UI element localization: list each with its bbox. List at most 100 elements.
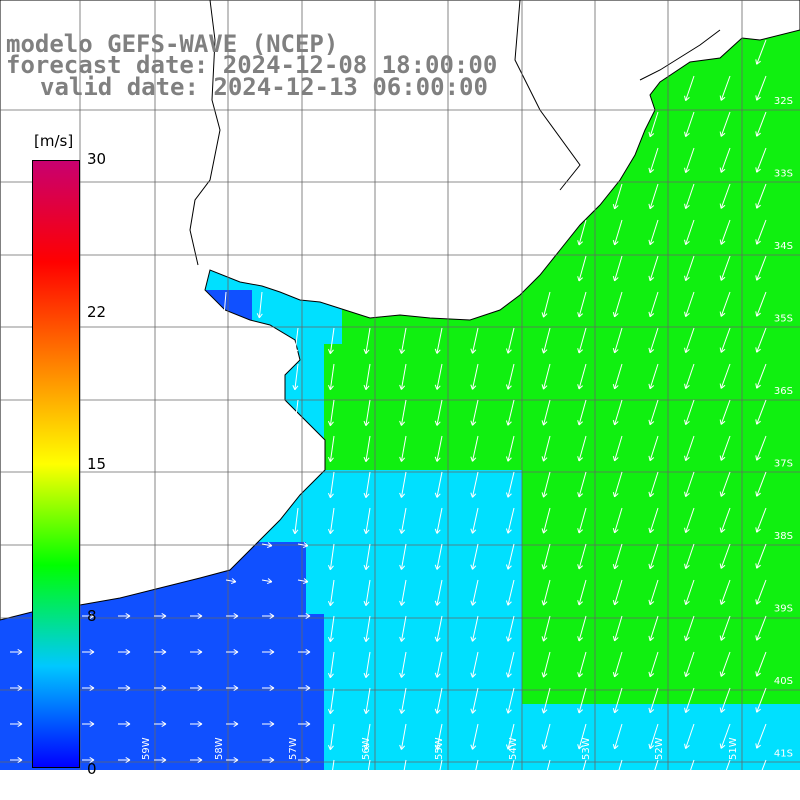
wind-cell	[378, 686, 397, 705]
wind-cell	[504, 686, 523, 705]
wind-cell	[306, 542, 325, 561]
wind-arrow	[505, 723, 515, 750]
wind-cell	[360, 506, 379, 525]
wind-cell	[738, 722, 757, 741]
wind-arrow	[10, 648, 23, 656]
wind-cell	[342, 578, 361, 597]
wind-cell	[450, 434, 469, 453]
wind-cell	[576, 560, 595, 579]
wind-cell	[342, 740, 361, 759]
wind-cell	[756, 272, 775, 291]
wind-arrow	[399, 579, 407, 606]
wind-cell	[648, 740, 667, 759]
wind-cell	[216, 740, 235, 759]
wind-cell	[702, 200, 721, 219]
wind-cell	[360, 416, 379, 435]
wind-cell	[216, 614, 235, 633]
wind-cell	[360, 632, 379, 651]
wind-cell	[450, 722, 469, 741]
wind-arrow	[82, 684, 95, 692]
wind-cell	[558, 686, 577, 705]
wind-cell	[756, 722, 775, 741]
wind-cell	[522, 308, 541, 327]
wind-cell	[450, 470, 469, 489]
wind-cell	[360, 542, 379, 561]
wind-cell	[540, 686, 559, 705]
wind-cell	[756, 182, 775, 201]
wind-cell	[558, 272, 577, 291]
wind-cell	[342, 434, 361, 453]
wind-cell	[666, 362, 685, 381]
wind-cell	[702, 146, 721, 165]
wind-arrow	[363, 651, 371, 678]
wind-cell	[522, 560, 541, 579]
wind-cell	[702, 668, 721, 687]
wind-cell	[774, 686, 793, 705]
wind-cell	[468, 560, 487, 579]
wind-arrow	[684, 615, 695, 641]
wind-cell	[720, 344, 739, 363]
wind-cell	[630, 560, 649, 579]
wind-arrow	[327, 471, 335, 499]
wind-cell	[414, 740, 433, 759]
wind-cell	[594, 542, 613, 561]
wind-cell	[504, 632, 523, 651]
wind-arrow	[755, 435, 767, 461]
wind-cell	[594, 596, 613, 615]
wind-cell	[126, 686, 145, 705]
wind-cell	[756, 686, 775, 705]
wind-cell	[306, 308, 325, 327]
wind-cell	[684, 650, 703, 669]
wind-cell	[234, 740, 253, 759]
wind-cell	[774, 362, 793, 381]
wind-cell	[342, 614, 361, 633]
wind-cell	[774, 578, 793, 597]
wind-cell	[684, 128, 703, 147]
wind-cell	[504, 452, 523, 471]
wind-cell	[738, 272, 757, 291]
wind-arrow	[684, 255, 695, 281]
wind-cell	[702, 326, 721, 345]
wind-cell	[702, 632, 721, 651]
wind-cell	[396, 686, 415, 705]
wind-arrow	[684, 651, 695, 677]
wind-cell	[432, 434, 451, 453]
wind-cell	[612, 434, 631, 453]
wind-cell	[666, 704, 685, 723]
wind-cell	[630, 722, 649, 741]
wind-cell	[234, 668, 253, 687]
wind-arrow	[261, 542, 273, 548]
wind-cell	[792, 74, 800, 93]
wind-cell	[792, 704, 800, 723]
wind-cell	[630, 614, 649, 633]
wind-cell	[576, 344, 595, 363]
wind-cell	[306, 704, 325, 723]
wind-cell	[324, 470, 343, 489]
wind-cell	[540, 596, 559, 615]
wind-arrow	[363, 615, 371, 642]
wind-cell	[414, 470, 433, 489]
wind-cell	[774, 254, 793, 273]
wind-arrow	[434, 723, 443, 750]
wind-cell	[504, 614, 523, 633]
wind-cell	[576, 578, 595, 597]
wind-cell	[522, 632, 541, 651]
wind-cell	[378, 722, 397, 741]
wind-cell	[504, 434, 523, 453]
wind-cell	[468, 326, 487, 345]
wind-cell	[720, 182, 739, 201]
wind-cell	[594, 524, 613, 543]
wind-arrow	[262, 756, 275, 764]
wind-cell	[612, 506, 631, 525]
wind-cell	[720, 236, 739, 255]
wind-cell	[792, 110, 800, 129]
wind-cell	[216, 632, 235, 651]
wind-cell	[324, 488, 343, 507]
wind-arrow	[541, 471, 551, 498]
wind-arrow	[399, 399, 407, 426]
wind-arrow	[82, 648, 95, 656]
wind-cell	[738, 92, 757, 111]
wind-arrow	[612, 327, 623, 354]
wind-cell	[108, 668, 127, 687]
wind-cell	[414, 650, 433, 669]
